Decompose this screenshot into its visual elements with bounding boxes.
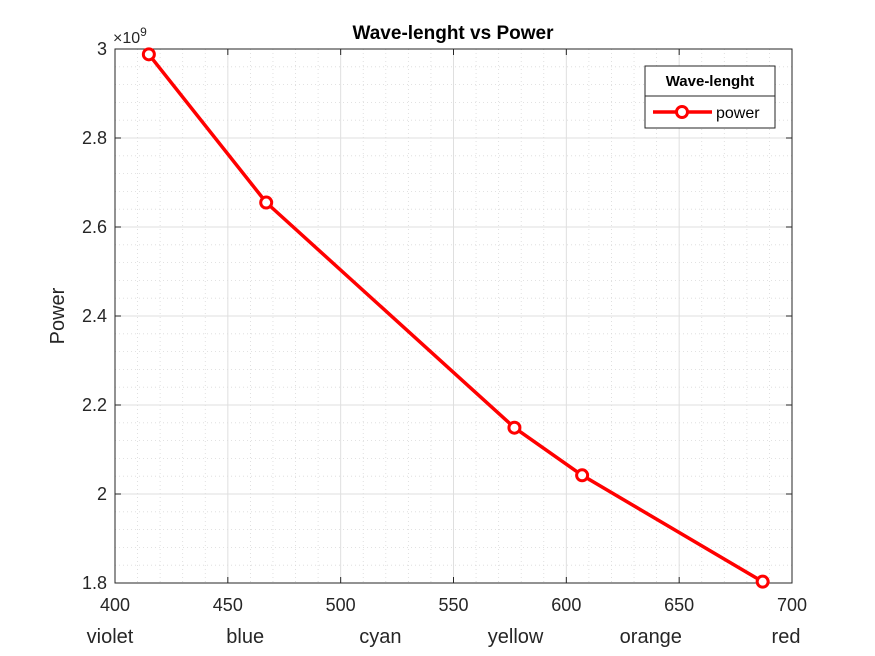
series-layer <box>141 47 770 589</box>
x-tick-labels: 400 450 500 550 600 650 700 <box>100 595 807 615</box>
y-tick-label: 2.4 <box>82 306 107 326</box>
color-name-labels: violet blue cyan yellow orange red <box>87 626 801 648</box>
y-tick-label: 2.2 <box>82 395 107 415</box>
x-tick-label: 500 <box>326 595 356 615</box>
color-name-orange: orange <box>620 626 682 648</box>
y-tick-label: 3 <box>97 39 107 59</box>
chart-title: Wave-lenght vs Power <box>353 23 555 44</box>
x-tick-label: 600 <box>551 595 581 615</box>
y-tick-label: 1.8 <box>82 573 107 593</box>
y-tick-label: 2.6 <box>82 217 107 237</box>
y-tick-labels: 1.8 2 2.2 2.4 2.6 2.8 3 <box>82 39 107 593</box>
data-point <box>141 47 156 62</box>
x-tick-label: 450 <box>213 595 243 615</box>
color-name-violet: violet <box>87 626 134 648</box>
data-point <box>259 195 274 210</box>
color-name-cyan: cyan <box>359 626 401 648</box>
y-tick-label: 2 <box>97 484 107 504</box>
data-point <box>575 468 590 483</box>
x-tick-label: 700 <box>777 595 807 615</box>
y-exponent-label: ×109 <box>113 25 147 47</box>
y-axis-label: Power <box>47 287 69 344</box>
color-name-blue: blue <box>226 626 264 648</box>
data-point <box>507 420 522 435</box>
color-name-yellow: yellow <box>488 626 544 648</box>
legend-entry-power: power <box>716 105 760 122</box>
data-point <box>755 574 770 589</box>
x-tick-label: 400 <box>100 595 130 615</box>
color-name-red: red <box>772 626 801 648</box>
tick-marks <box>114 48 793 584</box>
legend-title: Wave-lenght <box>666 73 755 90</box>
y-tick-label: 2.8 <box>82 128 107 148</box>
legend: Wave-lenght power <box>644 65 776 129</box>
legend-box <box>644 65 776 129</box>
x-tick-label: 550 <box>438 595 468 615</box>
x-tick-label: 650 <box>664 595 694 615</box>
legend-marker-swatch <box>675 105 689 119</box>
